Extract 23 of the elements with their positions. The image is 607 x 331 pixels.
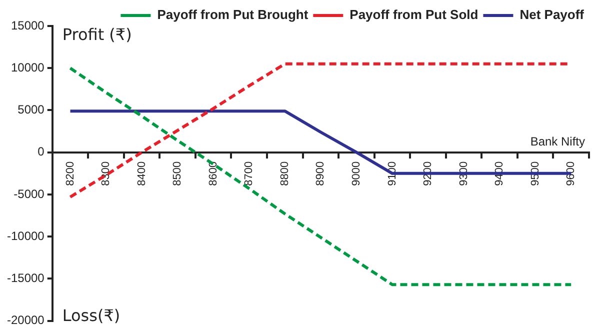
y-tick-label: -5000 — [14, 186, 45, 201]
y-tick-label: 5000 — [18, 102, 45, 117]
x-tick-label: 8400 — [136, 161, 148, 186]
y-tick-label: 10000 — [10, 60, 45, 74]
x-tick-label: 8300 — [100, 161, 112, 186]
y-tick-label: -20000 — [6, 313, 45, 328]
legend-label: Net Payoff — [520, 7, 585, 22]
x-tick-label: 8900 — [314, 161, 327, 186]
x-tick-label: 8700 — [243, 161, 256, 186]
y-tick-label: 15000 — [10, 18, 45, 32]
x-axis-title: Bank Nifty — [530, 134, 585, 149]
x-tick-label: 8600 — [207, 161, 220, 186]
x-tick-label: 9000 — [350, 161, 362, 186]
annotation: Loss(₹) — [62, 306, 120, 325]
legend-label: Payoff from Put Brought — [157, 7, 309, 22]
y-tick-label: 0 — [38, 144, 45, 159]
x-tick-label: 8500 — [172, 161, 184, 186]
y-tick-label: -10000 — [6, 228, 45, 243]
legend-label: Payoff from Put Sold — [350, 7, 478, 22]
x-tick-label: 8800 — [278, 161, 291, 186]
y-tick-label: -15000 — [6, 271, 45, 285]
x-tick-label: 8200 — [64, 161, 76, 186]
annotation: Profit (₹) — [62, 25, 132, 44]
